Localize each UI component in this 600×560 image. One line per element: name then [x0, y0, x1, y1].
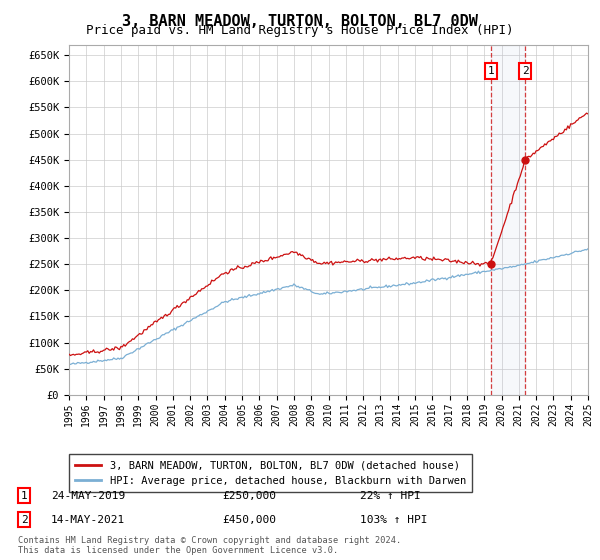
Text: £450,000: £450,000: [222, 515, 276, 525]
Bar: [491, 45, 525, 395]
Text: Contains HM Land Registry data © Crown copyright and database right 2024.: Contains HM Land Registry data © Crown c…: [18, 536, 401, 545]
Text: 103% ↑ HPI: 103% ↑ HPI: [360, 515, 427, 525]
Text: 22% ↑ HPI: 22% ↑ HPI: [360, 491, 421, 501]
Text: 2: 2: [20, 515, 28, 525]
Text: This data is licensed under the Open Government Licence v3.0.: This data is licensed under the Open Gov…: [18, 547, 338, 556]
Legend: 3, BARN MEADOW, TURTON, BOLTON, BL7 0DW (detached house), HPI: Average price, de: 3, BARN MEADOW, TURTON, BOLTON, BL7 0DW …: [69, 454, 472, 492]
Text: 14-MAY-2021: 14-MAY-2021: [51, 515, 125, 525]
Text: 1: 1: [20, 491, 28, 501]
Text: 2: 2: [522, 66, 529, 76]
Text: 3, BARN MEADOW, TURTON, BOLTON, BL7 0DW: 3, BARN MEADOW, TURTON, BOLTON, BL7 0DW: [122, 14, 478, 29]
Text: £250,000: £250,000: [222, 491, 276, 501]
Text: 1: 1: [487, 66, 494, 76]
Text: 24-MAY-2019: 24-MAY-2019: [51, 491, 125, 501]
Text: Price paid vs. HM Land Registry's House Price Index (HPI): Price paid vs. HM Land Registry's House …: [86, 24, 514, 37]
